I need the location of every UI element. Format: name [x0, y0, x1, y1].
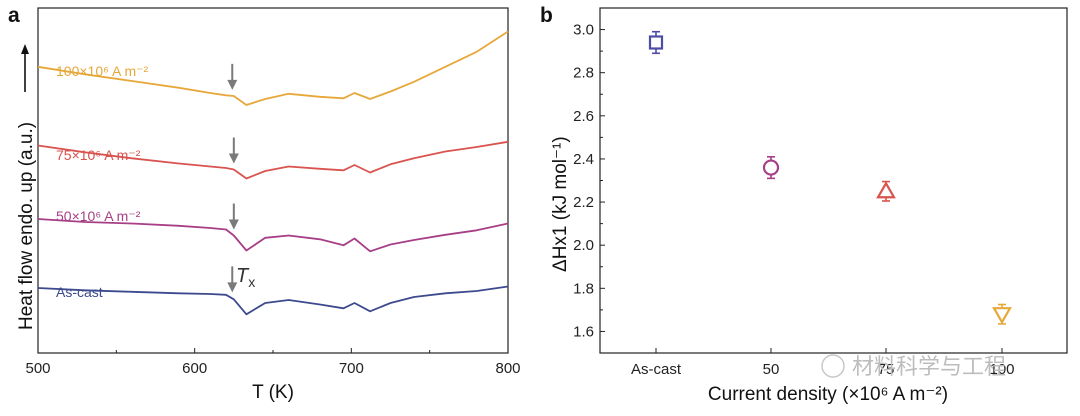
panel-a-curve-0 [37, 30, 509, 106]
panel-b-x-tick-label: 50 [763, 361, 780, 378]
panel-b-x-ticks: As-cast 50 75 100 [631, 348, 1015, 378]
watermark-text: 材料科学与工程 [852, 355, 1006, 380]
panel-b-y-tick-label: 3.0 [573, 22, 594, 39]
panel-b-y-tick-label: 2.8 [573, 65, 594, 82]
panel-b-x-tick-label: As-cast [631, 361, 682, 378]
panel-a-x-tick-label: 500 [25, 360, 50, 377]
panel-a-x-ticks: 500 600 700 800 [25, 348, 521, 377]
panel-b-point-triangle-down [992, 307, 1012, 325]
panel-b-y-tick-label: 2.4 [573, 151, 594, 168]
panel-b-y-tick-label: 1.6 [573, 323, 594, 340]
panel-b-y-tick-label: 2.2 [573, 194, 594, 211]
transition-arrow-head [228, 153, 239, 164]
y-up-arrow-head [21, 44, 29, 54]
panel-a-curves [37, 30, 509, 316]
panel-b-point-square [648, 35, 664, 50]
panel-b-y-tick-label: 2.0 [573, 237, 594, 254]
panel-b-point-triangle-up [876, 181, 896, 199]
panel-a-series-label-0: 100×10⁶ A m⁻² [56, 63, 148, 79]
tx-annotation: Tx [236, 265, 255, 290]
watermark: 材料科学与工程 [821, 354, 1006, 380]
panel-b-y-axis-label: ΔHx1 (kJ mol⁻¹) [550, 136, 571, 272]
panel-b-x-axis-label: Current density (×10⁶ A m⁻²) [708, 384, 948, 405]
panel-b-x-tick-label: 100 [989, 361, 1014, 378]
panel-b-frame [599, 7, 1068, 354]
panel-b-y-ticks: 1.6 1.8 2.0 2.2 2.4 2.6 2.8 3.0 [573, 22, 605, 340]
panel-b-points [648, 30, 1012, 325]
panel-b-point-circle [762, 159, 780, 176]
panel-a-y-axis-label: Heat flow endo. up (a.u.) [16, 122, 37, 330]
panel-a-x-tick-label: 600 [182, 360, 207, 377]
panel-a-transition-arrows [227, 63, 239, 293]
panel-a-series-label-2: 50×10⁶ A m⁻² [56, 208, 141, 224]
panel-a-label: a [8, 4, 20, 27]
panel-a-series-label-1: 75×10⁶ A m⁻² [56, 147, 141, 163]
transition-arrow-head [228, 219, 239, 230]
panel-a-series-label-3: As-cast [56, 284, 103, 300]
transition-arrow-head [227, 282, 238, 293]
panel-a-x-tick-label: 800 [495, 360, 520, 377]
panel-a-x-tick-label: 700 [339, 360, 364, 377]
panel-a-curve-2 [37, 218, 509, 253]
panel-b-label: b [540, 4, 553, 27]
panel-a-y-axis-label-group: Heat flow endo. up (a.u.) [16, 44, 37, 330]
panel-b-x-tick-label: 75 [878, 361, 895, 378]
panel-a-x-axis-label: T (K) [252, 382, 294, 403]
panel-b-y-tick-label: 2.6 [573, 108, 594, 125]
panel-a-series-labels: 100×10⁶ A m⁻² 75×10⁶ A m⁻² 50×10⁶ A m⁻² As-… [56, 63, 148, 300]
panel-a-curve-1 [37, 140, 509, 180]
watermark-logo-icon [821, 354, 845, 378]
transition-arrow-head [227, 79, 238, 90]
panel-a-curve-3 [37, 285, 509, 316]
panel-b-y-tick-label: 1.8 [573, 280, 594, 297]
